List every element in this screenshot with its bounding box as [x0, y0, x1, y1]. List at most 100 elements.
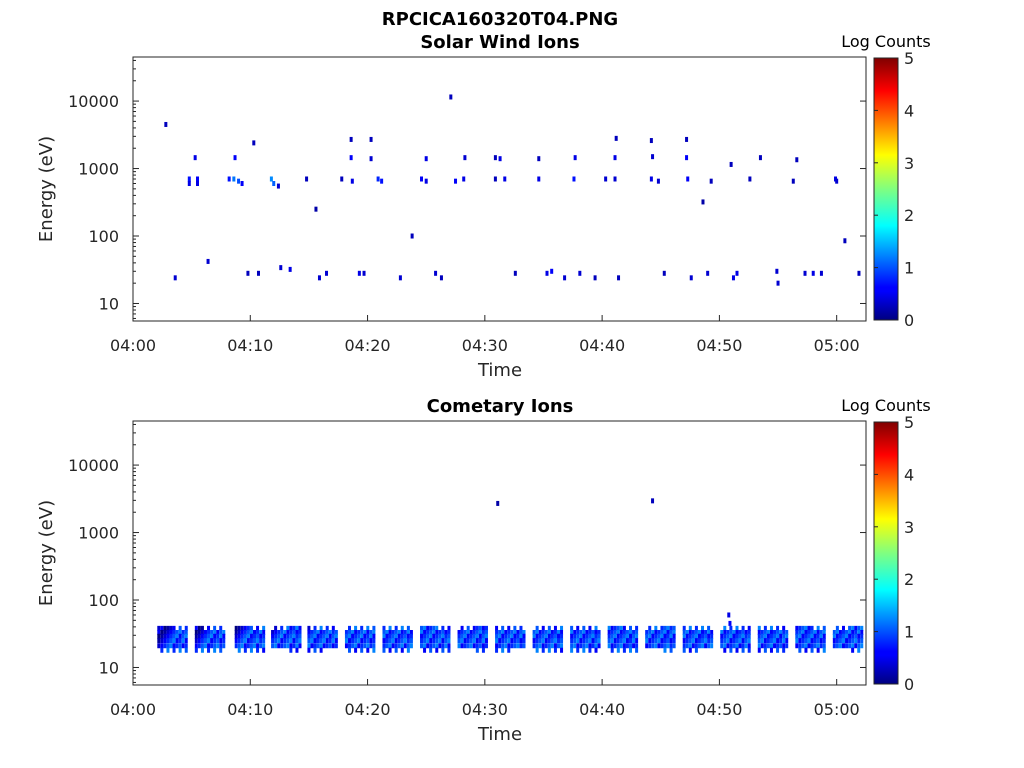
heatmap-cell	[854, 643, 858, 649]
heatmap-cell	[854, 633, 858, 639]
heatmap-cell	[478, 633, 482, 639]
heatmap-cell	[801, 629, 805, 635]
heatmap-cell	[610, 629, 614, 635]
heatmap-cell	[307, 625, 311, 631]
heatmap-cell	[810, 643, 814, 649]
heatmap-cell	[760, 638, 764, 644]
heatmap-cell	[573, 629, 577, 635]
heatmap-cell	[240, 633, 244, 639]
heatmap-cell	[604, 176, 608, 182]
heatmap-cell	[522, 643, 526, 649]
heatmap-cell	[388, 633, 392, 639]
y-tick-label: 10000	[68, 92, 119, 111]
heatmap-cell	[475, 633, 479, 639]
heatmap-cell	[614, 135, 618, 141]
heatmap-cell	[594, 633, 598, 639]
heatmap-cell	[691, 638, 695, 644]
heatmap-cell	[694, 643, 698, 649]
heatmap-cell	[857, 647, 861, 653]
heatmap-cell	[277, 638, 281, 644]
heatmap-cell	[694, 638, 698, 644]
heatmap-cell	[160, 633, 164, 639]
heatmap-cell	[816, 625, 820, 631]
heatmap-cell	[423, 633, 427, 639]
heatmap-cell	[175, 638, 179, 644]
heatmap-cell	[369, 156, 373, 162]
heatmap-cell	[187, 176, 191, 182]
heatmap-cell	[744, 638, 748, 644]
heatmap-cell	[466, 629, 470, 635]
heatmap-cell	[157, 643, 161, 649]
heatmap-cell	[610, 643, 614, 649]
heatmap-cell	[744, 643, 748, 649]
heatmap-cell	[274, 638, 278, 644]
heatmap-cell	[610, 625, 614, 631]
heatmap-cell	[237, 643, 241, 649]
colorbar-tick-label: 5	[904, 49, 914, 68]
colorbar-label: Log Counts	[841, 32, 931, 51]
heatmap-cell	[810, 647, 814, 653]
heatmap-cell	[253, 638, 257, 644]
heatmap-cell	[194, 638, 198, 644]
heatmap-cell	[484, 625, 488, 631]
heatmap-cell	[782, 629, 786, 635]
heatmap-cell	[516, 633, 520, 639]
heatmap-cell	[610, 633, 614, 639]
heatmap-cell	[851, 629, 855, 635]
heatmap-cell	[838, 633, 842, 639]
heatmap-cell	[744, 629, 748, 635]
heatmap-cell	[317, 275, 321, 281]
heatmap-cell	[573, 643, 577, 649]
heatmap-cell	[662, 270, 666, 276]
heatmap-cell	[769, 629, 773, 635]
heatmap-cell	[547, 647, 551, 653]
heatmap-cell	[216, 643, 220, 649]
heatmap-cell	[423, 638, 427, 644]
heatmap-cell	[481, 643, 485, 649]
heatmap-cell	[747, 625, 751, 631]
heatmap-cell	[701, 629, 705, 635]
heatmap-cell	[701, 625, 705, 631]
heatmap-cell	[763, 629, 767, 635]
heatmap-cell	[253, 629, 257, 635]
heatmap-cell	[597, 629, 601, 635]
heatmap-cell	[560, 647, 564, 653]
heatmap-cell	[513, 625, 517, 631]
heatmap-cell	[249, 643, 253, 649]
heatmap-cell	[478, 629, 482, 635]
heatmap-cell	[463, 629, 467, 635]
heatmap-cell	[382, 647, 386, 653]
heatmap-cell	[369, 136, 373, 142]
heatmap-cell	[357, 270, 361, 276]
heatmap-cell	[666, 633, 670, 639]
heatmap-cell	[495, 638, 499, 644]
heatmap-cell	[776, 633, 780, 639]
heatmap-cell	[388, 643, 392, 649]
heatmap-cell	[773, 629, 777, 635]
heatmap-cell	[193, 155, 197, 161]
heatmap-cell	[776, 643, 780, 649]
heatmap-cell	[685, 633, 689, 639]
heatmap-cell	[475, 647, 479, 653]
heatmap-cell	[169, 643, 173, 649]
heatmap-cell	[619, 629, 623, 635]
heatmap-cell	[447, 629, 451, 635]
heatmap-cell	[741, 647, 745, 653]
heatmap-cell	[495, 643, 499, 649]
heatmap-cell	[213, 647, 217, 653]
heatmap-cell	[720, 643, 724, 649]
heatmap-cell	[460, 643, 464, 649]
heatmap-cell	[200, 638, 204, 644]
heatmap-cell	[463, 633, 467, 639]
heatmap-cell	[672, 625, 676, 631]
heatmap-cell	[279, 265, 283, 271]
heatmap-cell	[819, 638, 823, 644]
heatmap-cell	[166, 625, 170, 631]
heatmap-cell	[274, 633, 278, 639]
heatmap-cell	[507, 625, 511, 631]
heatmap-cell	[269, 176, 273, 182]
heatmap-cell	[344, 633, 348, 639]
heatmap-cell	[354, 643, 358, 649]
